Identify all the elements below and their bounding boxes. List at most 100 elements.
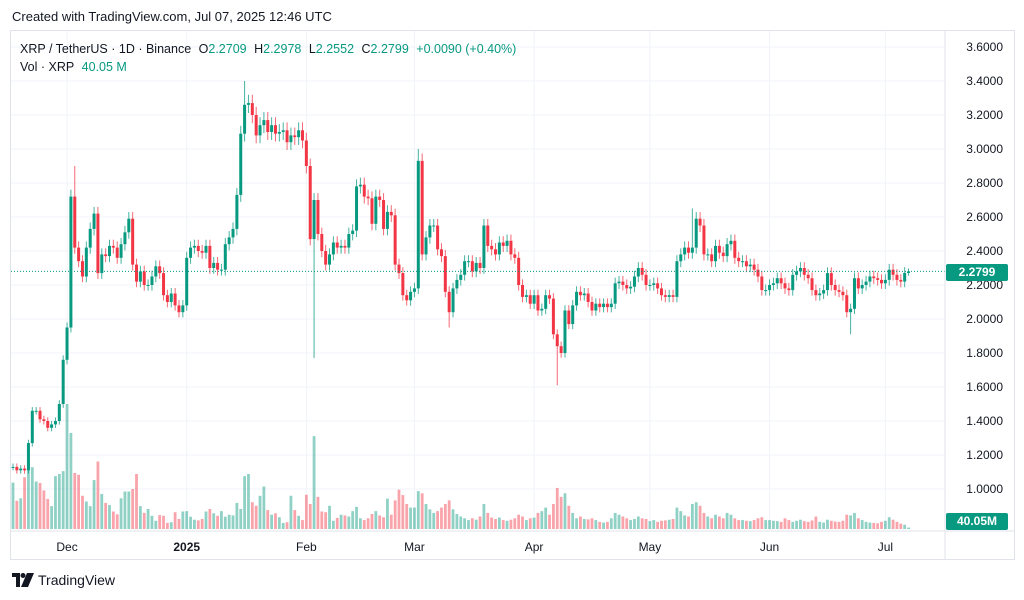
volume-bar [671, 519, 675, 529]
volume-bar [845, 514, 849, 529]
candle [544, 289, 548, 315]
candle [293, 127, 297, 145]
candle-body [216, 262, 220, 270]
symbol-label[interactable]: XRP / TetherUS · 1D · Binance [20, 42, 192, 56]
candle [169, 288, 173, 308]
volume-bar [189, 516, 192, 529]
candle-body [443, 256, 447, 292]
price-tick-label: 3.6000 [966, 40, 1003, 54]
candle-body [845, 295, 849, 313]
candle [289, 127, 293, 150]
candle-body [652, 283, 656, 285]
candle-body [841, 291, 845, 296]
volume-bar [115, 514, 119, 529]
candle [768, 279, 772, 296]
volume-bar [633, 519, 636, 529]
candle-body [196, 245, 200, 251]
volume-bar [690, 504, 694, 529]
volume-bar [613, 512, 617, 529]
volume-bar [262, 486, 266, 529]
candle-body [474, 262, 478, 272]
volume-bar [243, 476, 246, 529]
volume-bar [432, 512, 436, 529]
candle-body [53, 421, 57, 425]
candle-body [737, 257, 741, 262]
candle-body [567, 310, 571, 325]
volume-bar [34, 481, 38, 529]
volume-bar [119, 498, 123, 529]
candle-body [324, 251, 328, 265]
volume-bar [88, 506, 92, 529]
volume-bar [212, 513, 216, 529]
volume-bar [764, 520, 768, 529]
candle [30, 407, 34, 447]
price-tick-label: 1.4000 [966, 414, 1003, 428]
candle-body [30, 410, 34, 444]
volume-bar [837, 521, 841, 529]
candle-body [617, 281, 621, 284]
low-value: L2.2552 [308, 42, 355, 56]
volume-bar [235, 502, 239, 529]
candle [277, 124, 281, 142]
candle [501, 236, 505, 253]
volume-bar [220, 511, 223, 529]
volume-bar [509, 519, 513, 529]
volume-bar [567, 505, 571, 529]
volume-bar [721, 518, 725, 529]
volume-bar [887, 517, 891, 529]
volume-bar [822, 522, 825, 529]
volume-bar [856, 518, 860, 529]
volume-bar [92, 480, 96, 529]
candle [19, 465, 23, 474]
volume-bar [667, 519, 671, 529]
candle [602, 298, 606, 313]
candle [690, 208, 694, 259]
volume-bar [698, 505, 702, 529]
volume-bar [274, 513, 277, 529]
created-with-caption: Created with TradingView.com, Jul 07, 20… [12, 9, 332, 24]
candle-body [80, 261, 84, 277]
volume-bar [254, 505, 258, 529]
volume-bar [656, 521, 660, 529]
volume-bar [849, 515, 853, 529]
candle [84, 241, 88, 283]
candle-body [571, 305, 575, 325]
candle [717, 239, 721, 259]
candle [439, 243, 443, 263]
candle-body [787, 288, 791, 291]
candle-body [899, 279, 903, 282]
candle [177, 300, 181, 318]
candle-body [540, 308, 544, 311]
volume-bar [802, 521, 806, 529]
candle [478, 256, 482, 274]
candle-body [582, 293, 586, 296]
candle-body [77, 247, 81, 262]
candle [46, 417, 50, 432]
tradingview-logo[interactable]: TradingView [12, 572, 115, 588]
candle [594, 298, 598, 316]
volume-bar [818, 521, 822, 529]
candle [710, 248, 714, 268]
candle-body [316, 200, 320, 234]
candle-body [559, 346, 563, 353]
candle-body [880, 279, 883, 284]
candle-body [586, 293, 590, 302]
candle [582, 288, 586, 301]
candle [23, 465, 27, 474]
time-tick-label: Apr [525, 540, 544, 554]
volume-bar [428, 509, 432, 529]
candle-body [555, 334, 559, 347]
candle-body [544, 295, 548, 309]
candle [424, 231, 428, 261]
candle [578, 286, 582, 301]
candle-body [717, 245, 721, 253]
candle-body [293, 135, 297, 138]
candle [787, 282, 791, 296]
candle [825, 267, 829, 296]
candle [644, 269, 648, 291]
candle [702, 218, 706, 261]
candle-body [629, 286, 633, 289]
candle [818, 288, 822, 301]
candle [204, 239, 208, 259]
